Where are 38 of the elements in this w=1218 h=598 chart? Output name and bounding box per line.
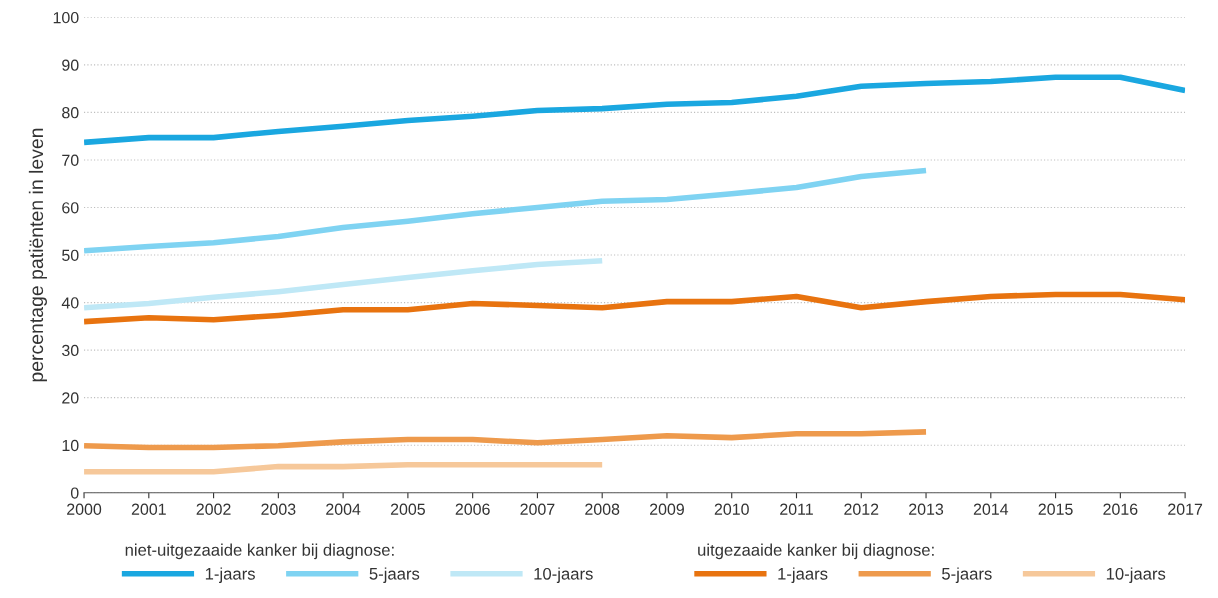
y-tick-label: 70 bbox=[62, 154, 79, 166]
y-tick-label: 50 bbox=[62, 249, 79, 261]
text: niet-uitgezaaide kanker bij diagnose: bbox=[125, 543, 394, 560]
y-axis-title: percentage patiënten in leven bbox=[28, 128, 47, 382]
x-tick-label: 2001 bbox=[131, 503, 166, 515]
legend-label: 1-jaars bbox=[205, 567, 255, 583]
x-tick-label: 2006 bbox=[455, 503, 490, 515]
x-tick-label: 2005 bbox=[390, 503, 425, 515]
y-tick-label: 30 bbox=[62, 344, 79, 357]
legend-label: 5-jaars bbox=[942, 567, 992, 583]
x-tick-label: 2009 bbox=[650, 503, 684, 515]
x-tick-label: 2011 bbox=[780, 503, 813, 515]
y-tick-label: 40 bbox=[61, 297, 79, 309]
x-tick-label: 2010 bbox=[714, 503, 749, 515]
text: uitgezaaide kanker bij diagnose: bbox=[698, 543, 934, 560]
y-tick-label: 60 bbox=[62, 202, 79, 214]
x-tick-label: 2014 bbox=[973, 503, 1009, 515]
legend-label: 10-jaars bbox=[534, 567, 593, 583]
x-tick-label: 2002 bbox=[196, 503, 231, 515]
legend-label: 1-jaars bbox=[778, 567, 828, 583]
y-tick-label: 80 bbox=[62, 107, 79, 119]
x-tick-label: 2008 bbox=[585, 503, 620, 515]
y-tick-label: 0 bbox=[70, 487, 79, 499]
x-tick-label: 2004 bbox=[326, 503, 361, 515]
x-tick-label: 2017 bbox=[1168, 503, 1203, 515]
x-tick-label: 2012 bbox=[844, 503, 879, 515]
legend-label: 5-jaars bbox=[369, 567, 420, 583]
x-tick-label: 2016 bbox=[1103, 503, 1138, 515]
y-tick-label: 100 bbox=[53, 11, 79, 24]
x-tick-label: 2003 bbox=[261, 503, 296, 515]
y-tick-label: 90 bbox=[62, 59, 79, 71]
x-tick-label: 2013 bbox=[909, 503, 944, 515]
y-tick-label: 10 bbox=[62, 439, 79, 452]
legend-label: 10-jaars bbox=[1106, 567, 1166, 583]
x-tick-label: 2000 bbox=[67, 503, 102, 515]
x-tick-label: 2007 bbox=[520, 503, 555, 515]
x-tick-label: 2015 bbox=[1038, 503, 1073, 515]
y-tick-label: 20 bbox=[62, 392, 79, 404]
